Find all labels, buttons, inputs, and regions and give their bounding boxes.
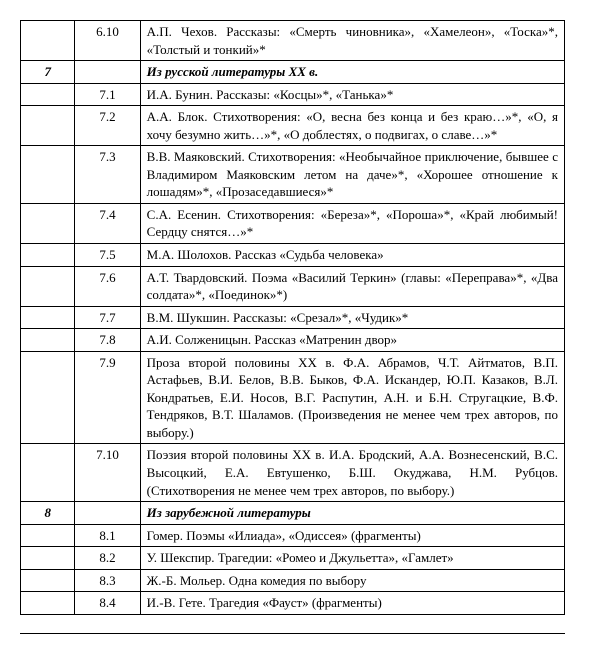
cell-col1 bbox=[21, 83, 75, 106]
cell-col3: А.П. Чехов. Рассказы: «Смерть чиновника»… bbox=[140, 21, 564, 61]
table-row: 7.1И.А. Бунин. Рассказы: «Косцы»*, «Тань… bbox=[21, 83, 565, 106]
cell-col2: 7.10 bbox=[75, 444, 140, 502]
table-row: 8 Из зарубежной литературы bbox=[21, 502, 565, 525]
cell-col3: Поэзия второй половины XX в. И.А. Бродск… bbox=[140, 444, 564, 502]
cell-col3: Ж.-Б. Мольер. Одна комедия по выбору bbox=[140, 569, 564, 592]
cell-col2: 7.7 bbox=[75, 306, 140, 329]
table-row: 7.8А.И. Солженицын. Рассказ «Матренин дв… bbox=[21, 329, 565, 352]
cell-col1 bbox=[21, 106, 75, 146]
cell-col2: 7.1 bbox=[75, 83, 140, 106]
cell-col2: 7.8 bbox=[75, 329, 140, 352]
cell-col2: 8.2 bbox=[75, 547, 140, 570]
cell-col1 bbox=[21, 547, 75, 570]
cell-col2: 8.4 bbox=[75, 592, 140, 615]
cell-col3: М.А. Шолохов. Рассказ «Судьба человека» bbox=[140, 244, 564, 267]
cell-col1 bbox=[21, 146, 75, 204]
cell-col1 bbox=[21, 569, 75, 592]
table-row: 8.1Гомер. Поэмы «Илиада», «Одиссея» (фра… bbox=[21, 524, 565, 547]
table-row: 7.2А.А. Блок. Стихотворения: «О, весна б… bbox=[21, 106, 565, 146]
cell-col2: 7.6 bbox=[75, 266, 140, 306]
footer-divider bbox=[20, 633, 565, 634]
cell-col3: А.А. Блок. Стихотворения: «О, весна без … bbox=[140, 106, 564, 146]
table-row: 7 Из русской литературы XX в. bbox=[21, 61, 565, 84]
cell-col1 bbox=[21, 266, 75, 306]
cell-col3: И.-В. Гете. Трагедия «Фауст» (фрагменты) bbox=[140, 592, 564, 615]
cell-col2: 7.3 bbox=[75, 146, 140, 204]
cell-col2: 7.4 bbox=[75, 203, 140, 243]
cell-col2: 7.2 bbox=[75, 106, 140, 146]
cell-col1: 8 bbox=[21, 502, 75, 525]
cell-col3: И.А. Бунин. Рассказы: «Косцы»*, «Танька»… bbox=[140, 83, 564, 106]
cell-col1 bbox=[21, 351, 75, 444]
cell-col3: Гомер. Поэмы «Илиада», «Одиссея» (фрагме… bbox=[140, 524, 564, 547]
cell-col2 bbox=[75, 61, 140, 84]
table-row: 8.2У. Шекспир. Трагедии: «Ромео и Джулье… bbox=[21, 547, 565, 570]
cell-col2 bbox=[75, 502, 140, 525]
cell-col3: Проза второй половины XX в. Ф.А. Абрамов… bbox=[140, 351, 564, 444]
cell-col3: Из русской литературы XX в. bbox=[140, 61, 564, 84]
cell-col3: Из зарубежной литературы bbox=[140, 502, 564, 525]
cell-col1 bbox=[21, 329, 75, 352]
cell-col3: В.В. Маяковский. Стихотворения: «Необыча… bbox=[140, 146, 564, 204]
table-row: 8.3Ж.-Б. Мольер. Одна комедия по выбору bbox=[21, 569, 565, 592]
cell-col3: В.М. Шукшин. Рассказы: «Срезал»*, «Чудик… bbox=[140, 306, 564, 329]
cell-col1 bbox=[21, 21, 75, 61]
cell-col1 bbox=[21, 203, 75, 243]
cell-col1 bbox=[21, 592, 75, 615]
cell-col3: У. Шекспир. Трагедии: «Ромео и Джульетта… bbox=[140, 547, 564, 570]
table-row: 7.5М.А. Шолохов. Рассказ «Судьба человек… bbox=[21, 244, 565, 267]
cell-col1 bbox=[21, 524, 75, 547]
cell-col1 bbox=[21, 244, 75, 267]
cell-col1 bbox=[21, 444, 75, 502]
cell-col3: С.А. Есенин. Стихотворения: «Береза»*, «… bbox=[140, 203, 564, 243]
table-body: 6.10А.П. Чехов. Рассказы: «Смерть чиновн… bbox=[21, 21, 565, 615]
table-row: 7.10Поэзия второй половины XX в. И.А. Бр… bbox=[21, 444, 565, 502]
cell-col2: 8.1 bbox=[75, 524, 140, 547]
table-row: 6.10А.П. Чехов. Рассказы: «Смерть чиновн… bbox=[21, 21, 565, 61]
cell-col1: 7 bbox=[21, 61, 75, 84]
cell-col1 bbox=[21, 306, 75, 329]
literature-table: 6.10А.П. Чехов. Рассказы: «Смерть чиновн… bbox=[20, 20, 565, 615]
cell-col3: А.Т. Твардовский. Поэма «Василий Теркин»… bbox=[140, 266, 564, 306]
cell-col2: 6.10 bbox=[75, 21, 140, 61]
cell-col2: 7.5 bbox=[75, 244, 140, 267]
cell-col2: 8.3 bbox=[75, 569, 140, 592]
table-row: 7.4С.А. Есенин. Стихотворения: «Береза»*… bbox=[21, 203, 565, 243]
table-row: 7.9Проза второй половины XX в. Ф.А. Абра… bbox=[21, 351, 565, 444]
table-row: 7.3В.В. Маяковский. Стихотворения: «Необ… bbox=[21, 146, 565, 204]
table-row: 7.6А.Т. Твардовский. Поэма «Василий Терк… bbox=[21, 266, 565, 306]
cell-col3: А.И. Солженицын. Рассказ «Матренин двор» bbox=[140, 329, 564, 352]
table-row: 7.7В.М. Шукшин. Рассказы: «Срезал»*, «Чу… bbox=[21, 306, 565, 329]
cell-col2: 7.9 bbox=[75, 351, 140, 444]
table-row: 8.4И.-В. Гете. Трагедия «Фауст» (фрагмен… bbox=[21, 592, 565, 615]
